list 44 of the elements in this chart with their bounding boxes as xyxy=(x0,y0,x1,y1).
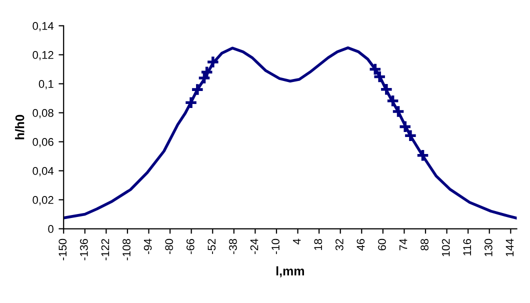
x-tick-label: 116 xyxy=(463,238,472,256)
x-tick-label: -10 xyxy=(272,238,280,254)
x-tick-label: 4 xyxy=(293,238,301,244)
x-tick-label: -66 xyxy=(186,238,194,254)
point xyxy=(372,70,386,84)
point xyxy=(398,120,412,134)
x-tick-label: 46 xyxy=(356,238,365,251)
point xyxy=(404,128,418,142)
x-tick-label: 60 xyxy=(378,238,386,250)
point xyxy=(190,82,204,96)
x-tick-label: -24 xyxy=(250,238,258,254)
point xyxy=(386,94,400,108)
point xyxy=(380,82,394,96)
y-tick-label: 0,04 xyxy=(32,167,54,176)
x-tick-label: -38 xyxy=(229,238,237,254)
x-tick-label: -94 xyxy=(144,238,152,254)
point xyxy=(368,62,382,76)
y-tick-label: 0,06 xyxy=(32,138,54,148)
x-tick-label: 102 xyxy=(442,239,450,256)
point xyxy=(206,55,220,69)
y-tick-label: 0,02 xyxy=(32,196,54,206)
x-tick-label: 130 xyxy=(484,238,492,256)
x-tick-label: -80 xyxy=(165,238,174,254)
point xyxy=(392,104,406,118)
x-tick-label: -150 xyxy=(58,238,67,260)
y-tick-label: 0,1 xyxy=(38,80,54,90)
x-tick-label: 32 xyxy=(335,239,344,250)
x-tick-label: -136 xyxy=(80,238,88,260)
x-tick-label: 88 xyxy=(420,238,428,250)
x-tick-label: 18 xyxy=(314,238,322,250)
x-tick-label: -122 xyxy=(101,239,110,260)
x-tick-label: -108 xyxy=(122,238,130,260)
y-tick-label: 0,14 xyxy=(32,22,54,32)
line-series xyxy=(64,46,517,220)
x-tick-label: -52 xyxy=(208,239,216,254)
y-axis-title: h/h0 xyxy=(15,114,24,140)
x-tick-label: 74 xyxy=(399,238,408,250)
point xyxy=(416,148,430,162)
x-axis-title: l,mm xyxy=(276,266,304,278)
y-tick-label: 0,12 xyxy=(32,51,54,60)
x-tick-label: 144 xyxy=(506,238,514,256)
point xyxy=(184,96,198,110)
y-tick-label: 0 xyxy=(48,225,54,233)
y-tick-label: 0,08 xyxy=(32,109,54,118)
